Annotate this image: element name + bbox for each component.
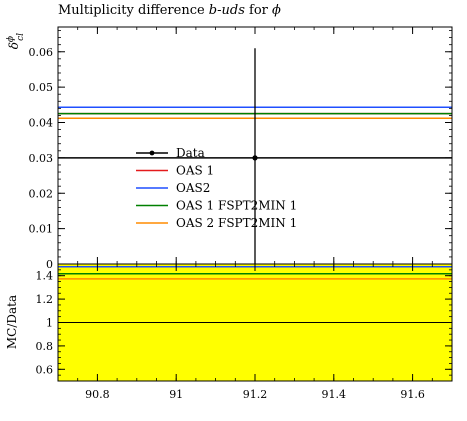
legend-label-data: Data — [176, 146, 205, 160]
main-y-axis-label-base: δ — [7, 42, 21, 49]
title-symbol: ϕ — [272, 3, 281, 18]
legend-label-oas-1-fspt2min-1: OAS 1 FSPT2MIN 1 — [176, 199, 297, 213]
ratio-y-tick-label: 1.2 — [36, 293, 54, 306]
legend-marker-data — [149, 150, 155, 156]
main-y-tick-label: 0.04 — [29, 117, 54, 130]
ratio-panel — [58, 264, 452, 381]
x-tick-label: 90.8 — [85, 388, 110, 401]
main-y-axis-label: δϕcl — [6, 33, 26, 49]
ratio-y-tick-label: 1 — [46, 317, 53, 330]
ratio-y-axis-label: MC/Data — [5, 295, 19, 349]
data-point — [252, 155, 258, 161]
ratio-y-tick-label: 1.4 — [36, 270, 54, 283]
ratio-y-tick-label: 0.8 — [36, 340, 54, 353]
legend: Data OAS 1 OAS2 OAS 1 FSPT2MIN 1 OAS 2 FSPT2… — [136, 146, 297, 230]
main-y-axis-label-sub: cl — [16, 33, 26, 41]
legend-label-oas-2-fspt2min-1: OAS 2 FSPT2MIN 1 — [176, 216, 297, 230]
ratio-y-tick-label: 0.6 — [36, 363, 54, 376]
title-mid: for — [244, 3, 273, 18]
title-prefix: Multiplicity difference — [58, 3, 209, 18]
title-italic: b-uds — [208, 3, 245, 18]
main-y-tick-label: 0.06 — [29, 46, 54, 59]
axes: 0 0.01 0.02 0.03 0.04 0.05 0.06 0.6 0.8 1 1.2 1.4 90… — [5, 26, 453, 401]
main-y-axis-label-sup: ϕ — [6, 36, 16, 42]
legend-label-oas2: OAS2 — [176, 181, 210, 195]
main-y-tick-label: 0 — [46, 258, 53, 271]
legend-label-oas-1: OAS 1 — [176, 164, 214, 178]
x-tick-label: 91 — [169, 388, 183, 401]
x-tick-label: 91.6 — [400, 388, 425, 401]
main-y-tick-label: 0.03 — [29, 152, 54, 165]
main-y-tick-label: 0.05 — [29, 81, 54, 94]
x-tick-label: 91.2 — [243, 388, 268, 401]
main-y-tick-label: 0.01 — [29, 223, 54, 236]
chart-title: Multiplicity difference b-uds for ϕ — [58, 3, 281, 18]
x-tick-label: 91.4 — [322, 388, 347, 401]
main-y-tick-label: 0.02 — [29, 187, 54, 200]
main-panel — [58, 48, 452, 264]
